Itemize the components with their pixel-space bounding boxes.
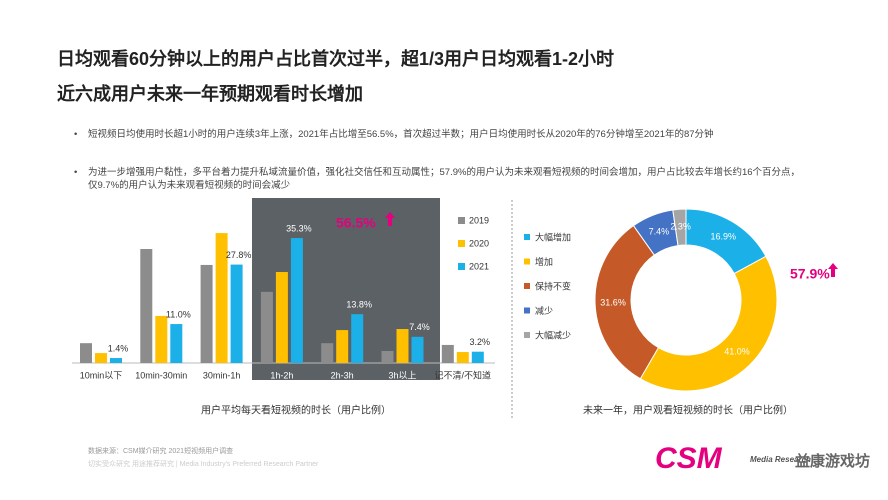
bar — [471, 351, 484, 363]
x-tick-label: 30min-1h — [203, 370, 241, 380]
bar — [140, 249, 153, 363]
legend-swatch — [524, 283, 530, 289]
legend-label: 2021 — [469, 261, 489, 271]
value-label: 27.8% — [226, 250, 252, 260]
value-label: 1.4% — [108, 343, 129, 353]
x-tick-label: 记不清/不知道 — [435, 369, 492, 380]
axis-title: 用户平均每天看短视频的时长（用户比例） — [201, 404, 391, 417]
legend-label: 增加 — [535, 256, 553, 267]
value-label: 11.0% — [166, 309, 191, 319]
bar — [321, 343, 334, 363]
annotation: 57.9% — [790, 266, 830, 282]
value-label: 13.8% — [346, 300, 372, 310]
legend-label: 保持不变 — [535, 280, 571, 291]
bar — [110, 358, 122, 363]
value-label: 31.6% — [600, 298, 626, 308]
value-label: 41.0% — [724, 347, 750, 357]
source: 数据来源：CSM媒介研究 2021短视频用户调查 — [88, 446, 233, 455]
up-arrow — [828, 263, 838, 277]
donut-slice — [594, 224, 660, 380]
bar — [230, 264, 243, 363]
logo-sub: Media Research — [750, 455, 811, 464]
bar — [80, 343, 92, 363]
bar — [170, 324, 183, 363]
bar — [200, 264, 213, 363]
legend-swatch — [524, 258, 530, 265]
value-label: 35.3% — [286, 223, 312, 233]
legend-label: 大幅增加 — [535, 231, 571, 242]
donut-slice — [672, 208, 687, 247]
watermark: 益康游戏坊 — [795, 452, 870, 470]
value-label: 7.4% — [649, 227, 670, 237]
value-label: 2.3% — [670, 222, 691, 232]
x-tick-label: 10min-30min — [135, 370, 187, 380]
bar — [456, 352, 469, 363]
bar — [275, 272, 288, 363]
bar — [351, 314, 364, 363]
title: 近六成用户未来一年预期观看时长增加 — [57, 84, 363, 104]
legend-swatch — [458, 240, 465, 247]
bar — [381, 350, 394, 363]
bar — [441, 344, 454, 363]
up-arrow — [385, 212, 395, 226]
bar — [290, 238, 303, 363]
bar — [396, 329, 409, 363]
legend-swatch — [524, 307, 530, 314]
donut-slice — [639, 255, 778, 392]
legend-label: 2020 — [469, 238, 489, 248]
bar — [215, 233, 228, 363]
value-label: 16.9% — [710, 232, 736, 242]
legend-swatch — [524, 234, 530, 240]
legend-label: 减少 — [535, 305, 553, 316]
bar — [95, 353, 107, 363]
bar — [260, 291, 273, 363]
logo: CSM — [655, 442, 723, 475]
title: 日均观看60分钟以上的用户占比首次过半，超1/3用户日均观看1-2小时 — [57, 49, 615, 69]
bar — [411, 336, 424, 363]
bullet: 为进一步增强用户黏性，多平台着力提升私域流量价值，强化社交信任和互动属性；57.… — [74, 166, 800, 192]
legend-swatch — [458, 263, 465, 270]
x-tick-label: 3h以上 — [388, 370, 416, 380]
x-tick-label: 2h-3h — [331, 370, 354, 380]
value-label: 3.2% — [470, 337, 491, 347]
legend-label: 大幅减少 — [535, 329, 571, 340]
x-tick-label: 1h-2h — [270, 370, 293, 380]
tagline: 切实受众研究 用途推荐研究 | Media Industry's Preferr… — [88, 459, 319, 468]
legend-swatch — [458, 217, 465, 224]
legend-label: 2019 — [469, 215, 489, 225]
x-tick-label: 10min以下 — [80, 370, 123, 380]
legend-swatch — [524, 332, 530, 338]
axis-title: 未来一年，用户观看短视频的时长（用户比例） — [583, 404, 793, 417]
bar — [336, 330, 349, 363]
value-label: 7.4% — [409, 322, 430, 332]
bar — [155, 315, 168, 363]
bullet: 短视频日均使用时长超1小时的用户连续3年上涨，2021年占比增至56.5%，首次… — [74, 128, 800, 141]
annotation: 56.5% — [336, 215, 376, 231]
